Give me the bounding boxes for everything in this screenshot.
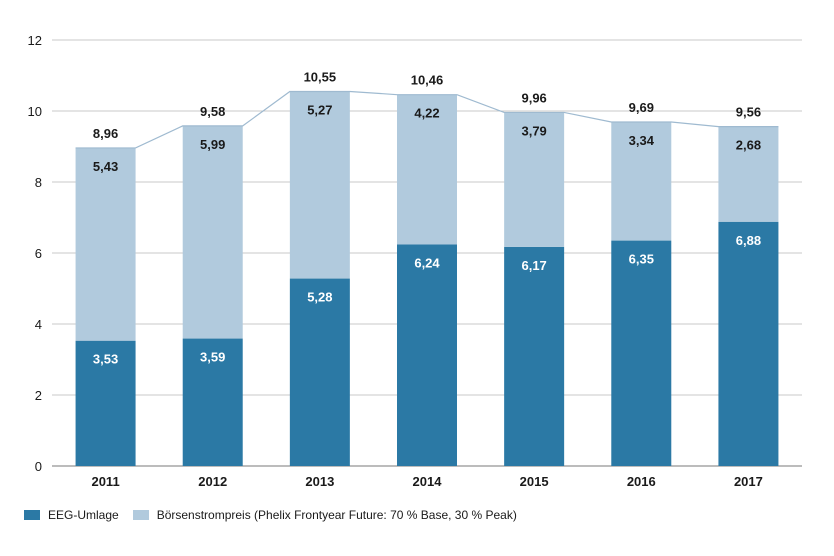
bar-total-label: 9,69 [629,100,654,115]
x-tick-label: 2012 [198,474,227,489]
bar-total-label: 8,96 [93,126,118,141]
bar-segment [182,125,243,339]
y-tick-label: 6 [35,246,42,261]
bar-total-label: 9,56 [736,105,761,120]
total-line [75,90,779,149]
legend-label-eeg-umlage: EEG-Umlage [48,508,119,522]
legend-swatch-boersenstrompreis [132,510,149,520]
bar-value-label: 6,88 [736,233,761,248]
bar-value-label: 5,43 [93,159,118,174]
bar-segment [611,240,672,466]
bar-total-label: 10,46 [411,73,444,88]
legend: EEG-Umlage Börsenstrompreis (Phelix Fron… [24,508,531,522]
bar-segment [504,246,565,466]
bar-value-label: 5,28 [307,290,332,305]
bar-value-label: 3,59 [200,350,225,365]
bar-segment [182,338,243,466]
legend-swatch-eeg-umlage [24,510,40,520]
bar-value-label: 4,22 [414,106,439,121]
bar-segment [611,122,672,241]
x-tick-label: 2014 [413,474,443,489]
y-tick-label: 12 [28,33,42,48]
bar-value-label: 3,53 [93,352,118,367]
bar-segment [289,91,350,279]
bar-segment [397,94,457,245]
bar-value-label: 5,27 [307,102,332,117]
bar-value-label: 3,34 [629,133,655,148]
legend-label-boersenstrompreis: Börsenstrompreis (Phelix Frontyear Futur… [156,508,517,522]
bar-segment [718,126,779,222]
y-tick-label: 8 [35,175,42,190]
x-tick-label: 2011 [91,474,119,489]
bar-segment [75,340,136,466]
legend-item-boersenstrompreis: Börsenstrompreis (Phelix Frontyear Futur… [132,508,517,522]
y-tick-label: 2 [35,388,42,403]
bar-segment [504,112,565,247]
x-tick-label: 2017 [734,474,763,489]
y-tick-label: 10 [28,104,42,119]
bar-segment [289,278,350,466]
bar-value-label: 6,24 [414,255,440,270]
bar-value-label: 6,17 [521,258,546,273]
bar-value-label: 6,35 [629,252,654,267]
x-tick-label: 2015 [520,474,549,489]
bar-total-label: 9,58 [200,104,225,119]
bar-total-label: 10,55 [304,69,337,84]
bar-segment [718,221,779,466]
bar-value-label: 2,68 [736,138,761,153]
y-tick-label: 0 [35,459,42,474]
bar-total-label: 9,96 [521,90,546,105]
x-tick-label: 2013 [305,474,334,489]
x-tick-label: 2016 [627,474,656,489]
bar-segment [75,147,136,341]
bar-value-label: 5,99 [200,137,225,152]
y-tick-label: 4 [35,317,42,332]
legend-item-eeg-umlage: EEG-Umlage [24,508,119,522]
bar-segment [397,244,457,466]
stacked-bar-chart: 0 2 4 6 8 10 12 3,53 5,43 8,96 2011 3,59 5,99 9,58 201… [28,33,802,489]
bar-value-label: 3,79 [521,123,546,138]
